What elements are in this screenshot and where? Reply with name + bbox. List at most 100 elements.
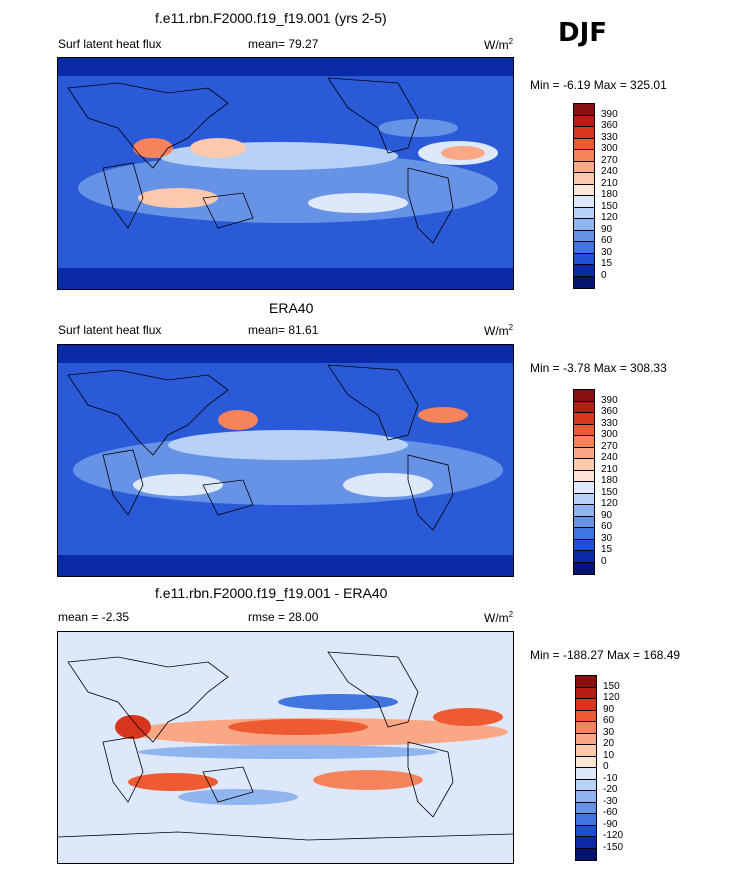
colorbar-swatch bbox=[574, 390, 594, 402]
colorbar-swatch bbox=[576, 848, 596, 860]
colorbar-tick-label: 60 bbox=[601, 521, 613, 532]
colorbar-tick-label: 240 bbox=[601, 166, 618, 177]
colorbar-tick-label: 90 bbox=[601, 509, 613, 521]
units-label: W/m2 bbox=[484, 610, 514, 625]
colorbar-tick-label: 30 bbox=[601, 246, 613, 258]
map-difference bbox=[57, 631, 514, 864]
colorbar-tick-label: 180 bbox=[601, 189, 618, 200]
colorbar-tick-label: 300 bbox=[601, 429, 618, 440]
colorbar-tick-label: 390 bbox=[601, 108, 618, 120]
colorbar-swatch bbox=[574, 115, 594, 127]
colorbar-swatch bbox=[574, 127, 594, 139]
colorbar-tick-label: 330 bbox=[601, 131, 618, 143]
colorbar-tick-label: 300 bbox=[601, 143, 618, 154]
colorbar-swatch bbox=[574, 539, 594, 551]
mean-label: mean= 81.61 bbox=[248, 323, 319, 337]
colorbar-swatch bbox=[574, 138, 594, 150]
colorbar-swatch bbox=[574, 562, 594, 574]
colorbar-swatch bbox=[574, 253, 594, 265]
colorbar-tick-label: 60 bbox=[603, 715, 615, 726]
colorbar-swatch bbox=[574, 482, 594, 494]
colorbar-tick-label: 360 bbox=[601, 406, 618, 417]
colorbar-swatch bbox=[574, 413, 594, 425]
minmax-label: Min = -188.27 Max = 168.49 bbox=[530, 648, 681, 662]
colorbar-tick-label: 90 bbox=[601, 223, 613, 235]
colorbar-swatch bbox=[576, 687, 596, 699]
colorbar-tick-label: -10 bbox=[603, 772, 618, 784]
colorbar-tick-label: 10 bbox=[603, 749, 615, 761]
variable-label: Surf latent heat flux bbox=[58, 37, 162, 51]
variable-label: Surf latent heat flux bbox=[58, 323, 162, 337]
colorbar-swatch bbox=[574, 459, 594, 471]
colorbar-swatch bbox=[576, 722, 596, 734]
colorbar-swatch bbox=[576, 791, 596, 803]
colorbar-tick-label: 150 bbox=[601, 486, 618, 498]
colorbar-tick-label: 60 bbox=[601, 235, 613, 246]
colorbar-swatch bbox=[576, 733, 596, 745]
mean-label: mean= 79.27 bbox=[248, 37, 319, 51]
panel-title: f.e11.rbn.F2000.f19_f19.001 (yrs 2-5) bbox=[155, 10, 387, 26]
colorbar bbox=[573, 103, 595, 289]
colorbar-tick-label: 390 bbox=[601, 394, 618, 406]
colorbar-tick-label: 330 bbox=[601, 417, 618, 429]
colorbar-swatch bbox=[574, 265, 594, 277]
colorbar-swatch bbox=[574, 528, 594, 540]
colorbar-tick-label: 240 bbox=[601, 452, 618, 463]
colorbar-swatch bbox=[576, 837, 596, 849]
minmax-label: Min = -3.78 Max = 308.33 bbox=[530, 361, 667, 375]
colorbar-tick-label: 0 bbox=[603, 761, 609, 772]
panel-title: ERA40 bbox=[269, 300, 314, 316]
colorbar-tick-label: 0 bbox=[601, 555, 607, 567]
colorbar-swatch bbox=[574, 436, 594, 448]
colorbar-swatch bbox=[574, 184, 594, 196]
colorbar-swatch bbox=[574, 150, 594, 162]
colorbar-tick-label: 120 bbox=[601, 212, 618, 223]
colorbar-swatch bbox=[576, 745, 596, 757]
colorbar-tick-label: 15 bbox=[601, 544, 613, 555]
colorbar-tick-label: 270 bbox=[601, 154, 618, 166]
map-model bbox=[57, 57, 514, 290]
colorbar-swatch bbox=[574, 219, 594, 231]
colorbar-swatch bbox=[574, 447, 594, 459]
colorbar-tick-label: 30 bbox=[603, 726, 615, 738]
minmax-label: Min = -6.19 Max = 325.01 bbox=[530, 78, 667, 92]
colorbar-swatch bbox=[574, 230, 594, 242]
colorbar-tick-label: -20 bbox=[603, 784, 618, 795]
colorbar-tick-label: 210 bbox=[601, 177, 618, 189]
rmse-label: rmse = 28.00 bbox=[248, 610, 319, 624]
colorbar-swatch bbox=[574, 161, 594, 173]
colorbar-tick-label: 150 bbox=[603, 680, 620, 692]
colorbar-tick-label: 90 bbox=[603, 703, 615, 715]
units-label: W/m2 bbox=[484, 37, 514, 52]
colorbar bbox=[573, 389, 595, 575]
colorbar-swatch bbox=[574, 551, 594, 563]
colorbar-tick-label: 360 bbox=[601, 120, 618, 131]
colorbar-tick-label: -120 bbox=[603, 830, 624, 841]
colorbar-swatch bbox=[574, 516, 594, 528]
colorbar-swatch bbox=[576, 710, 596, 722]
colorbar-tick-label: 15 bbox=[601, 258, 613, 269]
colorbar-swatch bbox=[574, 505, 594, 517]
colorbar-swatch bbox=[574, 242, 594, 254]
colorbar-tick-label: 120 bbox=[601, 498, 618, 509]
colorbar-swatch bbox=[574, 207, 594, 219]
colorbar-tick-label: 120 bbox=[603, 692, 620, 703]
colorbar-swatch bbox=[574, 173, 594, 185]
colorbar-swatch bbox=[576, 676, 596, 688]
colorbar-tick-label: -90 bbox=[603, 818, 618, 830]
colorbar-swatch bbox=[574, 470, 594, 482]
colorbar-swatch bbox=[576, 814, 596, 826]
colorbar-tick-label: -150 bbox=[603, 841, 624, 853]
colorbar-tick-label: 270 bbox=[601, 440, 618, 452]
colorbar-swatch bbox=[576, 779, 596, 791]
colorbar-tick-label: -30 bbox=[603, 795, 618, 807]
colorbar-swatch bbox=[576, 768, 596, 780]
colorbar-swatch bbox=[574, 196, 594, 208]
colorbar-tick-label: -60 bbox=[603, 807, 618, 818]
colorbar-tick-label: 180 bbox=[601, 475, 618, 486]
season-label: DJF bbox=[558, 18, 608, 48]
colorbar-swatch bbox=[576, 802, 596, 814]
colorbar bbox=[575, 675, 597, 861]
colorbar-swatch bbox=[574, 401, 594, 413]
colorbar-swatch bbox=[574, 276, 594, 288]
